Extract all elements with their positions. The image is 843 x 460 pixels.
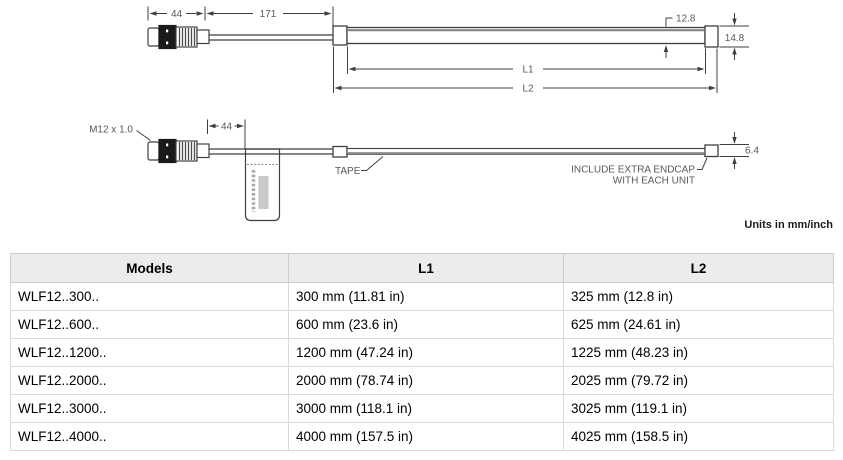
dim-44-171: 44 171 bbox=[147, 6, 334, 26]
table-header-row: Models L1 L2 bbox=[10, 253, 834, 283]
bar-endcap-side bbox=[704, 144, 719, 158]
light-bar-top-view bbox=[332, 25, 719, 48]
l2-cell: 1225 mm (48.23 in) bbox=[563, 338, 834, 367]
l1-cell: 3000 mm (118.1 in) bbox=[288, 394, 564, 423]
extra-endcap-note: INCLUDE EXTRA ENDCAP WITH EACH UNIT bbox=[571, 157, 708, 187]
tape-label: TAPE bbox=[335, 166, 361, 177]
bar-endcap bbox=[704, 25, 719, 48]
l1-cell: 600 mm (23.6 in) bbox=[288, 310, 564, 339]
l1-cell: 2000 mm (78.74 in) bbox=[288, 366, 564, 395]
dim-housing-thickness-label: 6.4 bbox=[745, 146, 759, 157]
m12-connector-top bbox=[147, 24, 210, 50]
endcap-note-line2: WITH EACH UNIT bbox=[613, 176, 695, 187]
table-row: WLF12..4000.. 4000 mm (157.5 in) 4025 mm… bbox=[10, 422, 834, 451]
dim-cable-length-label: 171 bbox=[260, 9, 277, 20]
thread-callout: M12 x 1.0 bbox=[89, 125, 151, 141]
cable bbox=[209, 34, 333, 41]
m12-connector-side bbox=[147, 138, 210, 164]
model-cell: WLF12..1200.. bbox=[10, 338, 289, 367]
hang-tag bbox=[244, 148, 281, 222]
dim-connector-length-label: 44 bbox=[171, 9, 183, 20]
l2-cell: 325 mm (12.8 in) bbox=[563, 282, 834, 311]
dim-cable-to-label-text: 44 bbox=[221, 122, 233, 133]
table-row: WLF12..1200.. 1200 mm (47.24 in) 1225 mm… bbox=[10, 338, 834, 367]
units-note: Units in mm/inch bbox=[744, 219, 833, 231]
side-view-drawing: M12 x 1.0 bbox=[89, 119, 759, 222]
table-row: WLF12..600.. 600 mm (23.6 in) 625 mm (24… bbox=[10, 310, 834, 339]
dimension-drawings: 44 171 12.8 bbox=[89, 6, 833, 231]
light-bar-side-view bbox=[346, 144, 719, 158]
model-dimensions-table: Models L1 L2 WLF12..300.. 300 mm (11.81 … bbox=[10, 253, 834, 451]
model-cell: WLF12..4000.. bbox=[10, 422, 289, 451]
dim-6-4: 6.4 bbox=[719, 132, 759, 169]
dim-housing-width-label: 14.8 bbox=[725, 33, 745, 44]
bar-left-block bbox=[332, 25, 348, 46]
dim-14-8: 14.8 bbox=[719, 13, 749, 60]
dim-l2: L2 bbox=[333, 46, 718, 95]
dim-window-width-label: 12.8 bbox=[676, 14, 696, 25]
model-cell: WLF12..2000.. bbox=[10, 366, 289, 395]
cable-side bbox=[209, 148, 333, 155]
l2-cell: 2025 mm (79.72 in) bbox=[563, 366, 834, 395]
l2-cell: 4025 mm (158.5 in) bbox=[563, 422, 834, 451]
l2-cell: 625 mm (24.61 in) bbox=[563, 310, 834, 339]
thread-label: M12 x 1.0 bbox=[89, 125, 133, 136]
endcap-note-line1: INCLUDE EXTRA ENDCAP bbox=[571, 165, 695, 176]
column-header-models: Models bbox=[10, 253, 289, 283]
l2-label: L2 bbox=[522, 84, 534, 95]
dim-12-8: 12.8 bbox=[663, 14, 696, 58]
model-cell: WLF12..300.. bbox=[10, 282, 289, 311]
dim-44-side: 44 bbox=[207, 119, 246, 149]
top-view-drawing: 44 171 12.8 bbox=[147, 6, 749, 95]
l2-cell: 3025 mm (119.1 in) bbox=[563, 394, 834, 423]
model-cell: WLF12..600.. bbox=[10, 310, 289, 339]
table-row: WLF12..3000.. 3000 mm (118.1 in) 3025 mm… bbox=[10, 394, 834, 423]
l1-label: L1 bbox=[522, 65, 534, 76]
table-row: WLF12..300.. 300 mm (11.81 in) 325 mm (1… bbox=[10, 282, 834, 311]
tape-leader-line bbox=[361, 156, 384, 171]
tape-block bbox=[332, 145, 348, 158]
l1-cell: 300 mm (11.81 in) bbox=[288, 282, 564, 311]
table-row: WLF12..2000.. 2000 mm (78.74 in) 2025 mm… bbox=[10, 366, 834, 395]
l1-cell: 1200 mm (47.24 in) bbox=[288, 338, 564, 367]
tag-barcode-block bbox=[258, 176, 269, 209]
model-cell: WLF12..3000.. bbox=[10, 394, 289, 423]
column-header-l1: L1 bbox=[288, 253, 564, 283]
column-header-l2: L2 bbox=[563, 253, 834, 283]
l1-cell: 4000 mm (157.5 in) bbox=[288, 422, 564, 451]
tape-callout: TAPE bbox=[335, 156, 384, 177]
endcap-note-leader-line bbox=[697, 157, 708, 170]
thread-leader-line bbox=[136, 130, 151, 141]
dim-l1: L1 bbox=[347, 46, 706, 76]
